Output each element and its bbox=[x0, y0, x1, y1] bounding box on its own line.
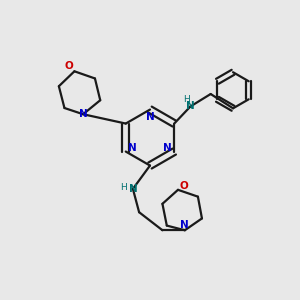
Text: O: O bbox=[180, 181, 189, 191]
Text: H: H bbox=[120, 183, 127, 192]
Text: N: N bbox=[163, 142, 172, 153]
Text: N: N bbox=[128, 142, 137, 153]
Text: N: N bbox=[186, 101, 195, 112]
Text: N: N bbox=[79, 109, 88, 119]
Text: N: N bbox=[181, 220, 189, 230]
Text: O: O bbox=[64, 61, 73, 71]
Text: H: H bbox=[183, 95, 190, 104]
Text: N: N bbox=[128, 184, 137, 194]
Text: N: N bbox=[146, 112, 154, 122]
